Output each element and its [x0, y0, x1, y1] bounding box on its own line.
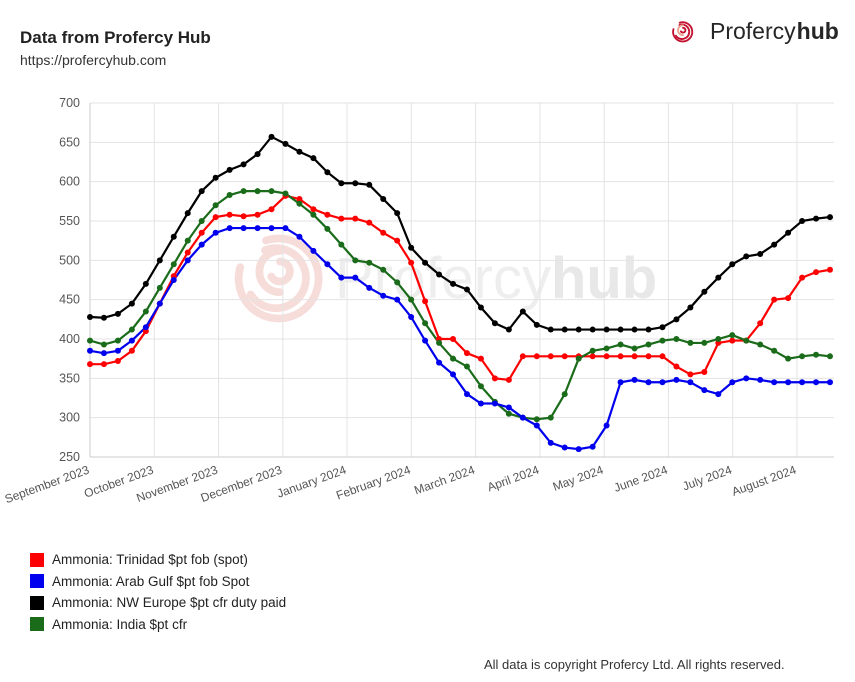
svg-text:700: 700 [59, 96, 80, 110]
svg-text:July 2024: July 2024 [681, 463, 734, 494]
svg-text:550: 550 [59, 214, 80, 228]
svg-text:September 2023: September 2023 [3, 463, 91, 507]
svg-text:400: 400 [59, 332, 80, 346]
svg-text:August 2024: August 2024 [730, 463, 798, 499]
svg-text:April 2024: April 2024 [485, 463, 541, 495]
svg-text:February 2024: February 2024 [334, 463, 412, 503]
svg-text:500: 500 [59, 253, 80, 267]
svg-text:March 2024: March 2024 [412, 463, 477, 498]
svg-text:450: 450 [59, 293, 80, 307]
svg-text:300: 300 [59, 411, 80, 425]
svg-text:350: 350 [59, 371, 80, 385]
svg-text:May 2024: May 2024 [551, 463, 606, 494]
svg-text:600: 600 [59, 175, 80, 189]
svg-text:Profercyhub: Profercyhub [335, 246, 657, 311]
svg-text:June 2024: June 2024 [612, 463, 670, 495]
svg-text:250: 250 [59, 450, 80, 464]
svg-text:650: 650 [59, 135, 80, 149]
